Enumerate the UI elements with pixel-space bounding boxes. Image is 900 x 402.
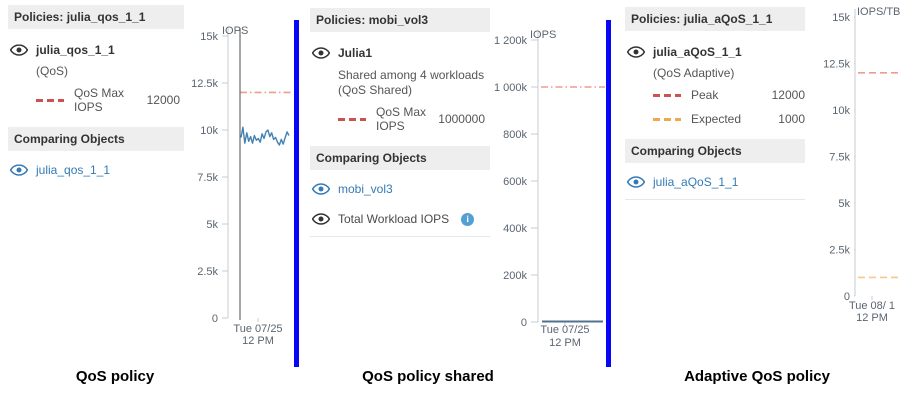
policy-type-label: (QoS Adaptive) (653, 66, 735, 80)
legend-value: 1000000 (438, 112, 485, 126)
policies-header: Policies: julia_qos_1_1 (8, 5, 184, 29)
comparing-object-link[interactable]: julia_aQoS_1_1 (653, 175, 739, 189)
svg-text:Tue 07/25: Tue 07/25 (233, 323, 282, 335)
comparing-objects-header: Comparing Objects (310, 146, 490, 170)
legend-row-expected: Expected 1000 (625, 112, 805, 126)
svg-text:Tue 07/25: Tue 07/25 (540, 324, 589, 336)
legend-row-qos-max: QoS Max IOPS 12000 (8, 86, 184, 114)
svg-text:Tue 08/ 1: Tue 08/ 1 (849, 300, 895, 312)
comparing-item: Total Workload IOPS i (310, 212, 490, 226)
svg-text:IOPS: IOPS (222, 25, 248, 37)
shared-note-line1: Shared among 4 workloads (338, 68, 485, 82)
workload-row: julia_qos_1_1 (8, 43, 184, 57)
info-icon[interactable]: i (461, 212, 475, 226)
svg-text:15k: 15k (200, 31, 218, 43)
svg-text:12.5k: 12.5k (823, 59, 850, 71)
legend-label: Peak (691, 88, 719, 102)
eye-icon[interactable] (627, 46, 645, 58)
svg-text:12 PM: 12 PM (549, 337, 581, 349)
svg-text:2.5k: 2.5k (197, 266, 218, 278)
svg-text:7.5k: 7.5k (829, 152, 850, 164)
total-workload-iops-label: Total Workload IOPS (338, 212, 450, 226)
svg-text:400k: 400k (503, 223, 527, 235)
svg-text:0: 0 (212, 313, 218, 325)
row-divider (310, 236, 490, 237)
comparing-objects-header: Comparing Objects (8, 127, 184, 151)
svg-text:0: 0 (521, 317, 527, 329)
svg-text:800k: 800k (503, 129, 527, 141)
workload-row: julia_aQoS_1_1 (625, 45, 805, 59)
svg-text:2.5k: 2.5k (829, 245, 850, 257)
legend-value: 12000 (146, 93, 180, 107)
eye-icon-blue[interactable] (312, 183, 330, 195)
svg-text:12.5k: 12.5k (191, 78, 218, 90)
svg-text:12 PM: 12 PM (242, 335, 274, 347)
panel-divider (606, 20, 611, 367)
panel-qos-policy-shared: Policies: mobi_vol3 Julia1 Shared among … (310, 8, 490, 237)
eye-icon-blue[interactable] (627, 176, 645, 188)
svg-text:10k: 10k (832, 105, 850, 117)
row-divider (625, 199, 805, 200)
comparing-item: julia_aQoS_1_1 (625, 175, 805, 189)
legend-label: QoS Max IOPS (74, 86, 125, 114)
caption-qos-policy: QoS policy (75, 368, 155, 385)
workload-row: Julia1 (310, 46, 490, 60)
comparing-item: mobi_vol3 (310, 182, 490, 196)
shared-note-line2: (QoS Shared) (338, 83, 413, 97)
panel-divider (294, 20, 299, 367)
legend-value: 12000 (771, 88, 805, 102)
svg-text:1 000k: 1 000k (494, 82, 528, 94)
svg-text:200k: 200k (503, 270, 527, 282)
svg-text:10k: 10k (200, 125, 218, 137)
svg-text:600k: 600k (503, 176, 527, 188)
panel-adaptive-qos-policy: Policies: julia_aQoS_1_1 julia_aQoS_1_1 … (625, 7, 805, 200)
svg-text:7.5k: 7.5k (197, 172, 218, 184)
red-dash-legend-icon (36, 98, 64, 102)
svg-text:15k: 15k (832, 12, 850, 24)
eye-icon[interactable] (10, 44, 28, 56)
eye-icon[interactable] (312, 47, 330, 59)
comparing-object-link[interactable]: mobi_vol3 (338, 182, 393, 196)
caption-qos-policy-shared: QoS policy shared (362, 368, 494, 385)
comparing-item: julia_qos_1_1 (8, 163, 184, 177)
policies-header: Policies: julia_aQoS_1_1 (625, 7, 805, 31)
svg-text:1 200k: 1 200k (494, 35, 528, 47)
eye-icon-blue[interactable] (10, 164, 28, 176)
svg-text:12 PM: 12 PM (856, 312, 888, 324)
eye-icon[interactable] (312, 213, 330, 225)
svg-text:5k: 5k (206, 219, 218, 231)
red-dash-legend-icon (653, 93, 681, 97)
comparing-objects-header: Comparing Objects (625, 139, 805, 163)
policy-type-label: (QoS) (36, 64, 69, 78)
legend-label: Expected (691, 112, 742, 126)
caption-adaptive-qos-policy: Adaptive QoS policy (684, 368, 830, 385)
red-dash-legend-icon (338, 117, 366, 121)
orange-dash-legend-icon (653, 117, 681, 121)
workload-name: Julia1 (338, 46, 373, 60)
svg-text:0: 0 (844, 291, 850, 303)
policies-header: Policies: mobi_vol3 (310, 8, 490, 32)
panel-qos-policy: Policies: julia_qos_1_1 julia_qos_1_1 (Q… (8, 5, 184, 177)
legend-label: QoS Max IOPS (376, 105, 427, 133)
legend-value: 1000 (778, 112, 805, 126)
svg-text:IOPS: IOPS (530, 29, 556, 41)
svg-text:IOPS/TB: IOPS/TB (857, 6, 900, 18)
legend-row-qos-max: QoS Max IOPS 1000000 (310, 105, 490, 133)
comparing-object-link[interactable]: julia_qos_1_1 (36, 163, 111, 177)
svg-text:5k: 5k (838, 198, 850, 210)
legend-row-peak: Peak 12000 (625, 88, 805, 102)
workload-name: julia_aQoS_1_1 (653, 45, 742, 59)
workload-name: julia_qos_1_1 (36, 43, 115, 57)
